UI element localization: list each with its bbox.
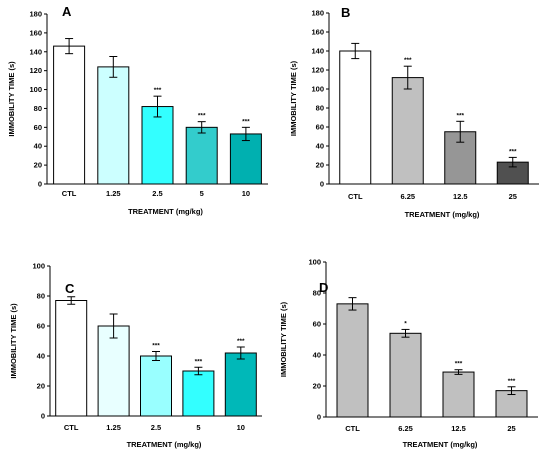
x-tick-label: 2.5: [152, 189, 162, 198]
x-tick-label: 5: [196, 423, 200, 432]
y-tick-label: 0: [38, 180, 42, 189]
y-axis-title: IMMOBILITY TIME (s): [279, 301, 288, 377]
bar-2.5: [141, 106, 174, 185]
y-axis-title: IMMOBILITY TIME (s): [7, 61, 16, 137]
x-tick-label: 1.25: [106, 189, 121, 198]
y-tick-label: 60: [37, 322, 45, 331]
y-tick-label: 80: [316, 104, 324, 113]
y-tick-label: 40: [37, 352, 45, 361]
panel-letter: B: [341, 5, 350, 20]
x-tick-label: CTL: [348, 192, 363, 201]
y-tick-label: 140: [29, 47, 42, 56]
x-axis-title: TREATMENT (mg/kg): [127, 440, 202, 449]
x-tick-label: 5: [200, 189, 204, 198]
y-axis-title: IMMOBILITY TIME (s): [9, 303, 18, 379]
bar-CTL: [339, 50, 372, 185]
significance-label: ***: [456, 112, 464, 119]
bar-10: [229, 133, 262, 185]
y-tick-label: 60: [313, 320, 321, 329]
bar-6.25: [391, 77, 424, 185]
x-tick-label: 12.5: [453, 192, 468, 201]
y-tick-label: 0: [41, 412, 45, 421]
y-tick-label: 40: [34, 142, 42, 151]
significance-label: ***: [198, 113, 206, 120]
significance-label: ***: [508, 378, 516, 385]
significance-label: ***: [455, 361, 463, 368]
y-tick-label: 140: [311, 47, 324, 56]
bar-6.25: [389, 332, 422, 418]
bar-CTL: [55, 300, 88, 417]
significance-label: *: [404, 320, 407, 327]
significance-label: ***: [154, 87, 162, 94]
y-tick-label: 80: [37, 292, 45, 301]
x-tick-label: 2.5: [151, 423, 161, 432]
x-tick-label: 6.25: [398, 424, 413, 433]
bar-10: [224, 352, 257, 417]
x-tick-label: 25: [507, 424, 515, 433]
y-tick-label: 80: [34, 104, 42, 113]
x-tick-label: 1.25: [106, 423, 121, 432]
chart-panel-b: B 0 20 40 60 80 100 120 140 160 180 IMMOBILITY TIME…: [289, 5, 539, 219]
bar-1.25: [97, 66, 130, 185]
y-tick-label: 20: [313, 382, 321, 391]
x-tick-label: 10: [237, 423, 245, 432]
y-tick-label: 80: [313, 289, 321, 298]
significance-label: ***: [509, 148, 517, 155]
bar-CTL: [53, 45, 86, 185]
y-tick-label: 0: [317, 413, 321, 422]
y-tick-label: 0: [320, 180, 324, 189]
bar-1.25: [97, 325, 130, 417]
y-tick-label: 20: [34, 161, 42, 170]
significance-label: ***: [242, 118, 250, 125]
y-tick-label: 180: [311, 9, 324, 18]
bar-12.5: [442, 371, 475, 418]
significance-label: ***: [152, 343, 160, 350]
significance-label: ***: [237, 338, 245, 345]
chart-panel-d: D 0 20 40 60 80 100 IMMOBILITY TIME (s) CTL * 6.25…: [279, 258, 538, 449]
panel-letter: D: [319, 280, 328, 295]
y-tick-label: 120: [29, 66, 42, 75]
y-tick-label: 60: [316, 123, 324, 132]
y-tick-label: 120: [311, 66, 324, 75]
significance-label: ***: [195, 358, 203, 365]
y-tick-label: 60: [34, 123, 42, 132]
bar-5: [182, 370, 215, 417]
x-axis-title: TREATMENT (mg/kg): [403, 440, 478, 449]
y-tick-label: 100: [29, 85, 42, 94]
panel-letter: A: [62, 4, 72, 19]
x-tick-label: 10: [242, 189, 250, 198]
x-axis-title: TREATMENT (mg/kg): [405, 210, 480, 219]
y-tick-label: 100: [308, 258, 321, 267]
x-tick-label: 25: [509, 192, 517, 201]
x-axis-title: TREATMENT (mg/kg): [128, 207, 203, 216]
x-tick-label: 12.5: [451, 424, 466, 433]
significance-label: ***: [404, 57, 412, 64]
bar-CTL: [336, 303, 369, 418]
y-tick-label: 160: [311, 28, 324, 37]
bar-5: [185, 126, 218, 185]
x-tick-label: CTL: [345, 424, 360, 433]
bar-2.5: [140, 355, 172, 417]
y-tick-label: 40: [313, 351, 321, 360]
y-tick-label: 180: [29, 10, 42, 19]
x-tick-label: CTL: [62, 189, 77, 198]
y-tick-label: 100: [311, 85, 324, 94]
y-tick-label: 20: [37, 382, 45, 391]
x-tick-label: 6.25: [400, 192, 415, 201]
y-tick-label: 100: [32, 262, 45, 271]
chart-panel-c: C 0 20 40 60 80 100 IMMOBILITY TIME (s) CTL 1.25 *…: [9, 262, 262, 449]
bar-25: [495, 390, 528, 418]
y-tick-label: 160: [29, 28, 42, 37]
panel-letter: C: [65, 281, 75, 296]
y-tick-label: 20: [316, 161, 324, 170]
y-axis-title: IMMOBILITY TIME (s): [289, 60, 298, 136]
chart-panel-a: A 0 20 40 60 80 100 120 140 160 180 IMMOBILITY TIME…: [7, 4, 268, 216]
y-tick-label: 40: [316, 142, 324, 151]
x-tick-label: CTL: [64, 423, 79, 432]
